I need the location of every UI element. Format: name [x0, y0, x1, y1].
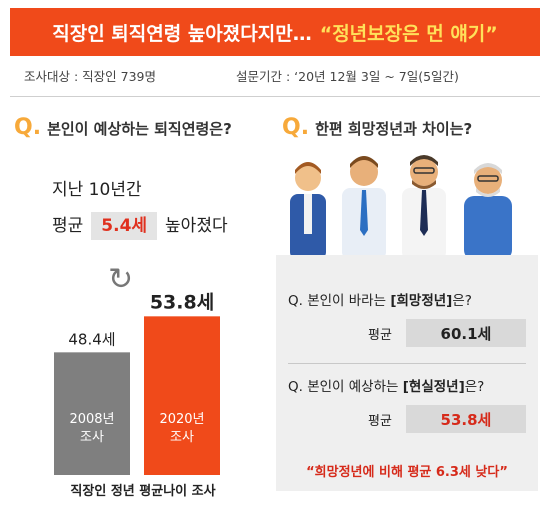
change-summary: 지난 10년간 평균 5.4세 높아졌다 — [52, 172, 228, 244]
real-average-label: 평균 — [368, 413, 392, 429]
real-average-row: 평균 53.8세 — [368, 405, 526, 433]
real-question: Q. 본인이 예상하는 [현실정년]은? — [288, 375, 484, 395]
summary-suffix: 높아졌다 — [165, 216, 228, 236]
question-2-text: 한편 희망정년과 차이는? — [315, 120, 473, 138]
person-icon — [290, 162, 326, 260]
hope-question-prefix: Q. 본인이 바라는 — [288, 293, 391, 309]
question-1-heading: Q. 본인이 예상하는 퇴직연령은? — [14, 115, 232, 140]
hope-average-value: 60.1세 — [405, 319, 526, 347]
bar-0 — [54, 352, 130, 475]
increase-badge: 5.4세 — [91, 212, 158, 240]
real-question-suffix: 은? — [464, 379, 485, 395]
chart-title: 직장인 정년 평균나이 조사 — [70, 484, 216, 499]
category-label-0-1: 조사 — [80, 430, 104, 445]
question-1-text: 본인이 예상하는 퇴직연령은? — [47, 120, 232, 138]
banner-main: 직장인 퇴직연령 높아졌다지만… — [52, 22, 312, 45]
category-label-0-0: 2008년 — [69, 412, 114, 427]
survey-info: 조사대상 : 직장인 739명 설문기간 : ‘20년 12월 3일 ~ 7일(… — [24, 66, 534, 85]
hope-question-key: [희망정년] — [390, 293, 453, 309]
hope-question: Q. 본인이 바라는 [희망정년]은? — [288, 289, 472, 309]
data-label-1: 53.8세 — [150, 291, 214, 313]
gap-note: “희망정년에 비해 평균 6.3세 낮다” — [306, 465, 508, 480]
bar-1 — [144, 316, 220, 475]
survey-period: 설문기간 : ‘20년 12월 3일 ~ 7일(5일간) — [236, 69, 459, 84]
summary-line-1: 지난 10년간 — [52, 180, 142, 200]
data-label-0: 48.4세 — [68, 330, 115, 348]
person-icon — [342, 156, 386, 260]
cycle-arrow-icon: ↻ — [108, 262, 134, 297]
summary-prefix: 평균 — [52, 216, 84, 236]
real-question-key: [현실정년] — [402, 379, 465, 395]
hope-vs-reality-panel: Q. 본인이 바라는 [희망정년]은? 평균 60.1세 Q. 본인이 예상하는… — [276, 255, 538, 491]
person-icon — [464, 163, 512, 260]
title-banner: 직장인 퇴직연령 높아졌다지만… “정년보장은 먼 얘기” — [10, 8, 540, 56]
category-label-1-1: 조사 — [170, 430, 194, 445]
panel-divider — [288, 363, 526, 364]
people-illustration — [290, 155, 512, 260]
summary-line-2: 평균 5.4세 높아졌다 — [52, 208, 228, 244]
banner-highlight: “정년보장은 먼 얘기” — [319, 22, 498, 45]
category-label-1-0: 2020년 — [159, 412, 204, 427]
real-average-value: 53.8세 — [405, 405, 526, 433]
survey-subjects: 조사대상 : 직장인 739명 — [24, 69, 156, 84]
hope-average-row: 평균 60.1세 — [368, 319, 526, 347]
hope-average-label: 평균 — [368, 327, 392, 343]
question-2-heading: Q. 한편 희망정년과 차이는? — [282, 115, 472, 140]
question-2-mark: Q. — [282, 115, 310, 140]
divider — [10, 96, 540, 97]
person-icon — [402, 155, 446, 260]
question-1-mark: Q. — [14, 115, 42, 140]
hope-question-suffix: 은? — [452, 293, 472, 309]
real-question-prefix: Q. 본인이 예상하는 — [288, 379, 403, 395]
